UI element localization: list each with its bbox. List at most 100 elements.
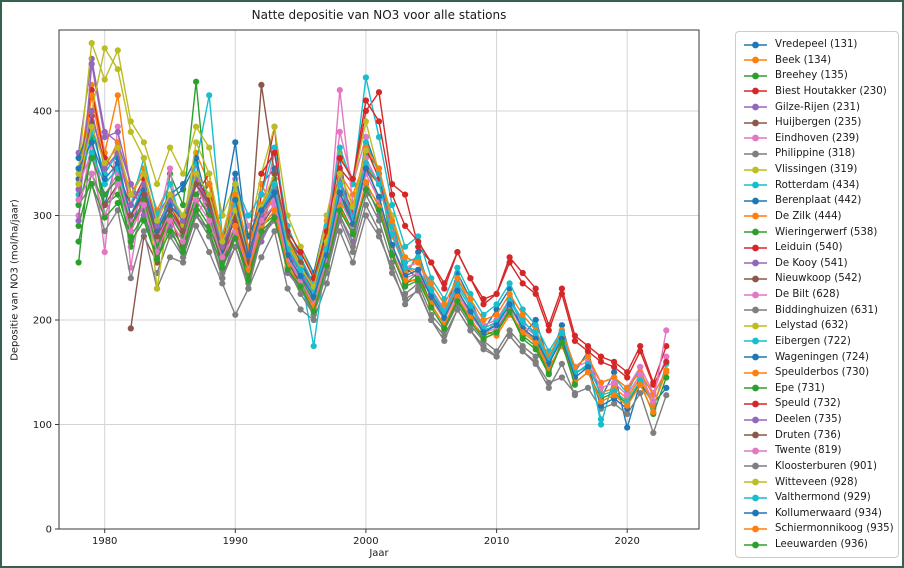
data-point bbox=[519, 348, 526, 355]
data-point bbox=[193, 207, 200, 214]
data-point bbox=[650, 429, 657, 436]
data-point bbox=[428, 304, 435, 311]
data-point bbox=[349, 175, 356, 182]
legend-item: Wieringerwerf (538) bbox=[742, 225, 896, 240]
data-point bbox=[362, 201, 369, 209]
data-point bbox=[166, 254, 174, 261]
legend-item: Leiduin (540) bbox=[742, 240, 896, 255]
data-point bbox=[389, 191, 396, 198]
data-point bbox=[127, 212, 134, 219]
legend-label: Twente (819) bbox=[775, 445, 842, 457]
data-point bbox=[611, 374, 618, 381]
data-point bbox=[180, 259, 187, 266]
legend-marker-icon bbox=[744, 322, 767, 330]
data-point bbox=[271, 228, 278, 235]
data-point bbox=[114, 144, 121, 151]
data-point bbox=[402, 243, 409, 250]
legend-marker-icon bbox=[744, 87, 767, 95]
data-point bbox=[153, 181, 161, 188]
data-point bbox=[219, 280, 226, 287]
legend-item: Speuld (732) bbox=[742, 396, 896, 411]
data-point bbox=[310, 308, 317, 315]
data-point bbox=[402, 222, 409, 229]
data-point bbox=[271, 170, 278, 177]
data-point bbox=[297, 249, 304, 256]
data-point bbox=[624, 392, 631, 399]
data-point bbox=[402, 283, 409, 290]
legend-item: Gilze-Rijen (231) bbox=[742, 100, 896, 115]
data-point bbox=[75, 154, 82, 162]
data-point bbox=[402, 296, 409, 303]
data-point bbox=[127, 238, 134, 245]
data-point bbox=[88, 139, 95, 146]
series-line-23 bbox=[260, 98, 667, 387]
data-point bbox=[114, 199, 121, 207]
data-point bbox=[127, 275, 134, 282]
y-tick-label: 0 bbox=[46, 525, 52, 536]
data-point bbox=[663, 392, 670, 399]
data-point bbox=[519, 319, 526, 326]
data-point bbox=[114, 92, 121, 99]
data-point bbox=[271, 149, 278, 156]
data-point bbox=[232, 222, 239, 229]
data-point bbox=[271, 214, 278, 221]
data-point bbox=[101, 160, 108, 167]
data-point bbox=[663, 384, 670, 391]
data-point bbox=[454, 275, 461, 282]
data-point bbox=[480, 316, 487, 324]
data-point bbox=[362, 139, 369, 146]
data-point bbox=[532, 353, 539, 360]
data-point bbox=[297, 283, 304, 290]
legend-label: Wageningen (724) bbox=[775, 351, 869, 363]
data-point bbox=[127, 128, 134, 135]
data-point bbox=[258, 254, 265, 261]
series-line-16 bbox=[77, 90, 667, 395]
legend-item: Berenplaat (442) bbox=[742, 193, 896, 208]
legend-label: Philippine (318) bbox=[775, 148, 856, 160]
legend-item: Huijbergen (235) bbox=[742, 115, 896, 130]
legend-marker-icon bbox=[744, 72, 767, 80]
data-point bbox=[336, 207, 343, 214]
legend-item: Speulderbos (730) bbox=[742, 365, 896, 380]
data-point bbox=[467, 308, 474, 315]
data-point bbox=[245, 285, 252, 292]
data-point bbox=[323, 280, 330, 287]
data-point bbox=[166, 191, 174, 198]
data-point bbox=[336, 189, 343, 196]
data-point bbox=[101, 181, 108, 188]
data-point bbox=[624, 424, 631, 431]
legend-item: Eindhoven (239) bbox=[742, 131, 896, 146]
data-point bbox=[663, 343, 670, 350]
legend-item: Beek (134) bbox=[742, 53, 896, 68]
data-point bbox=[232, 181, 239, 188]
data-point bbox=[114, 175, 121, 182]
data-point bbox=[493, 301, 500, 308]
data-point bbox=[75, 165, 82, 172]
data-point bbox=[532, 322, 539, 329]
data-point bbox=[127, 181, 134, 188]
series-line-21 bbox=[208, 145, 667, 397]
data-point bbox=[88, 60, 95, 68]
data-point bbox=[506, 290, 513, 297]
data-point bbox=[206, 144, 213, 151]
legend-label: Beek (134) bbox=[775, 54, 832, 66]
data-point bbox=[75, 181, 82, 188]
data-point bbox=[493, 290, 500, 297]
data-point bbox=[245, 212, 252, 219]
data-point bbox=[153, 222, 161, 229]
data-point bbox=[402, 191, 409, 198]
data-point bbox=[166, 165, 174, 172]
legend-marker-icon bbox=[744, 181, 767, 189]
data-point bbox=[597, 384, 605, 391]
data-point bbox=[336, 170, 343, 177]
data-point bbox=[114, 191, 121, 198]
data-point bbox=[454, 264, 461, 271]
data-point bbox=[140, 201, 147, 209]
data-point bbox=[597, 398, 605, 405]
data-point bbox=[545, 371, 552, 378]
x-axis-label: Jaar bbox=[369, 548, 389, 559]
legend-label: Witteveen (928) bbox=[775, 476, 858, 488]
data-point bbox=[597, 353, 605, 360]
data-point bbox=[232, 311, 239, 318]
legend-label: Lelystad (632) bbox=[775, 320, 849, 332]
